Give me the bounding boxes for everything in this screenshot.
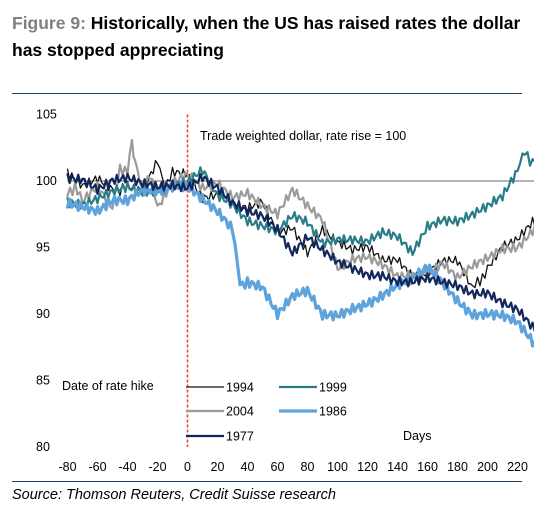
- series-line-1977: [66, 172, 534, 332]
- series-line-1999: [66, 151, 534, 256]
- y-tick-label: 85: [36, 374, 50, 388]
- legend: 1994 1999 2004 1986 1977: [186, 381, 347, 444]
- y-tick-label: 90: [36, 307, 50, 321]
- axis-labels: 80 85 90 95 100 105 -80 -60 -40 -20 0 20 40 60 80 100 12…: [36, 108, 528, 475]
- x-tick-label: 200: [477, 460, 498, 474]
- x-tick-label: 20: [211, 460, 225, 474]
- y-tick-label: 95: [36, 241, 50, 255]
- source-note: Source: Thomson Reuters, Credit Suisse r…: [12, 487, 336, 503]
- x-tick-label: 140: [387, 460, 408, 474]
- reference-lines: [67, 114, 534, 447]
- series-line-2004: [66, 138, 534, 282]
- figure-title-text: Historically, when the US has raised rat…: [12, 13, 521, 60]
- x-tick-label: -60: [88, 460, 106, 474]
- x-tick-label: -80: [58, 460, 76, 474]
- x-tick-label: 100: [327, 460, 348, 474]
- y-tick-label: 105: [36, 108, 57, 122]
- series-line-1986: [65, 180, 534, 348]
- y-tick-label: 100: [36, 174, 57, 188]
- legend-label-2004: 2004: [226, 405, 254, 419]
- x-tick-label: 0: [184, 460, 191, 474]
- x-tick-label: -40: [118, 460, 136, 474]
- figure-title: Figure 9: Historically, when the US has …: [12, 10, 524, 64]
- legend-label-1977: 1977: [226, 430, 254, 444]
- legend-label-1994: 1994: [226, 381, 254, 395]
- x-tick-label: 60: [271, 460, 285, 474]
- chart-title: Trade weighted dollar, rate rise = 100: [200, 129, 406, 143]
- x-axis-label: Days: [403, 429, 431, 443]
- series-lines: [65, 138, 534, 348]
- rate-hike-annotation: Date of rate hike: [62, 379, 154, 393]
- x-tick-label: 220: [507, 460, 528, 474]
- figure-number: Figure 9:: [12, 13, 91, 33]
- x-tick-label: 160: [417, 460, 438, 474]
- y-tick-label: 80: [36, 440, 50, 454]
- legend-label-1999: 1999: [319, 381, 347, 395]
- x-tick-label: 80: [301, 460, 315, 474]
- top-rule: [12, 93, 522, 94]
- x-tick-label: -20: [148, 460, 166, 474]
- x-tick-label: 40: [241, 460, 255, 474]
- bottom-rule: [12, 481, 522, 482]
- x-tick-label: 180: [447, 460, 468, 474]
- x-tick-label: 120: [357, 460, 378, 474]
- legend-label-1986: 1986: [319, 405, 347, 419]
